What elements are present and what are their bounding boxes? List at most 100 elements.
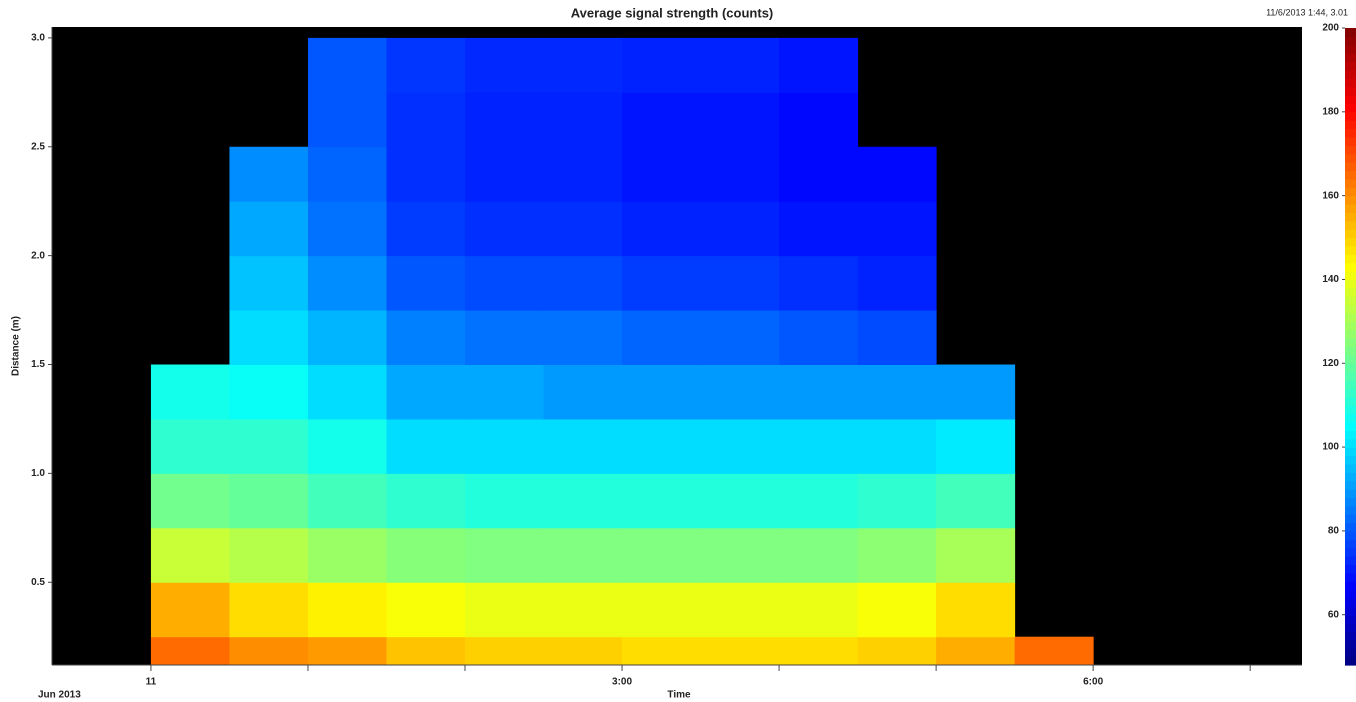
heatmap-cell — [543, 636, 623, 666]
heatmap-cell — [779, 201, 859, 257]
heatmap-cell — [936, 527, 1016, 583]
heatmap-cell — [465, 146, 545, 202]
heatmap-cell — [857, 473, 937, 529]
colorbar-segment — [1345, 581, 1356, 591]
colorbar-segment — [1345, 396, 1356, 406]
colorbar-segment — [1345, 78, 1356, 88]
colorbar-segment — [1345, 28, 1356, 37]
colorbar-segment — [1345, 86, 1356, 96]
colorbar-tick-label: 140 — [1322, 274, 1339, 285]
heatmap-cell — [779, 582, 859, 638]
heatmap-cell — [229, 418, 309, 474]
colorbar-segment — [1345, 463, 1356, 473]
heatmap-cell — [465, 473, 545, 529]
colorbar-segment — [1345, 212, 1356, 222]
heatmap-cell — [229, 636, 309, 666]
heatmap-cell — [465, 582, 545, 638]
heatmap-cell — [700, 310, 780, 366]
colorbar-segment — [1345, 69, 1356, 79]
colorbar-segment — [1345, 623, 1356, 633]
heatmap-cell — [543, 364, 623, 420]
heatmap-cell — [307, 201, 387, 257]
y-tick-label: 1.0 — [31, 468, 45, 479]
colorbar-segment — [1345, 162, 1356, 172]
heatmap-cell — [465, 310, 545, 366]
colorbar-segment — [1345, 53, 1356, 63]
heatmap-cell — [150, 473, 230, 529]
heatmap-cell — [386, 37, 466, 93]
y-tick-label: 0.5 — [31, 577, 45, 588]
heatmap-cell — [465, 418, 545, 474]
colorbar-segment — [1345, 505, 1356, 515]
colorbar-segment — [1345, 111, 1356, 121]
colorbar-segment — [1345, 120, 1356, 130]
heatmap-cell — [150, 527, 230, 583]
heatmap-cell — [622, 255, 702, 311]
heatmap-cell — [307, 473, 387, 529]
heatmap-cell — [386, 92, 466, 148]
heatmap-cell — [622, 582, 702, 638]
heatmap-cell — [543, 37, 623, 93]
colorbar-tick-label: 200 — [1322, 23, 1339, 34]
colorbar-segment — [1345, 488, 1356, 498]
heatmap-cell — [543, 418, 623, 474]
colorbar-segment — [1345, 170, 1356, 180]
y-tick-label: 2.0 — [31, 250, 45, 261]
colorbar-segment — [1345, 36, 1356, 46]
heatmap-cell — [386, 636, 466, 666]
colorbar-tick-label: 80 — [1328, 526, 1340, 537]
heatmap-cell — [307, 255, 387, 311]
colorbar-segment — [1345, 204, 1356, 213]
heatmap-cell — [622, 364, 702, 420]
heatmap-cell — [465, 201, 545, 257]
colorbar-segment — [1345, 220, 1356, 230]
colorbar-segment — [1345, 346, 1356, 356]
heatmap-cell — [857, 364, 937, 420]
y-tick-label: 3.0 — [31, 33, 45, 44]
colorbar-segment — [1345, 421, 1356, 431]
heatmap-cell — [543, 473, 623, 529]
colorbar-segment — [1345, 405, 1356, 415]
heatmap-cell — [229, 201, 309, 257]
colorbar-segment — [1345, 522, 1356, 532]
heatmap-cell — [936, 636, 1016, 666]
heatmap-cell — [307, 92, 387, 148]
heatmap-cell — [700, 201, 780, 257]
colorbar-segment — [1345, 447, 1356, 457]
heatmap-cell — [700, 255, 780, 311]
heatmap-cell — [543, 201, 623, 257]
heatmap-cell — [622, 310, 702, 366]
colorbar-segment — [1345, 354, 1356, 364]
heatmap-cell — [386, 473, 466, 529]
colorbar-segment — [1345, 363, 1356, 373]
chart-title: Average signal strength (counts) — [571, 5, 774, 20]
colorbar-segment — [1345, 178, 1356, 188]
heatmap-cell — [779, 37, 859, 93]
heatmap-cell — [465, 364, 545, 420]
heatmap-cell — [936, 364, 1016, 420]
colorbar-segment — [1345, 271, 1356, 281]
heatmap-cell — [857, 582, 937, 638]
heatmap-cell — [150, 636, 230, 666]
heatmap-cell — [622, 146, 702, 202]
heatmap-cell — [229, 473, 309, 529]
heatmap-cell — [465, 636, 545, 666]
heatmap-cell — [307, 37, 387, 93]
colorbar-segment — [1345, 547, 1356, 557]
colorbar-tick-label: 160 — [1322, 190, 1339, 201]
heatmap-cell — [229, 582, 309, 638]
colorbar-segment — [1345, 472, 1356, 482]
heatmap-cell — [622, 201, 702, 257]
heatmap-cell — [700, 146, 780, 202]
colorbar-segment — [1345, 371, 1356, 381]
heatmap-cell — [857, 310, 937, 366]
heatmap-cell — [857, 146, 937, 202]
heatmap-cell — [779, 636, 859, 666]
heatmap-cell — [307, 527, 387, 583]
colorbar-segment — [1345, 145, 1356, 155]
colorbar-segment — [1345, 639, 1356, 649]
heatmap-cell — [229, 527, 309, 583]
heatmap-cell — [543, 582, 623, 638]
heatmap-cell — [465, 92, 545, 148]
